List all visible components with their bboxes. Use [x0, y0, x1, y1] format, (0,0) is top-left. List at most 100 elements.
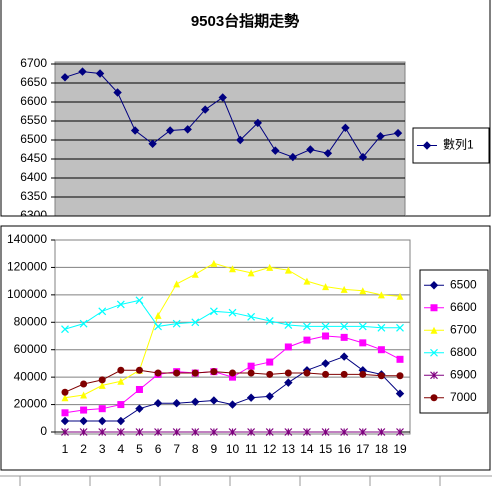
marker: [80, 406, 88, 414]
marker: [229, 373, 236, 381]
marker: [172, 428, 181, 436]
marker: [284, 343, 292, 351]
marker: [321, 322, 330, 331]
legend-label: 6500: [450, 277, 477, 291]
x-tick-label: 4: [117, 442, 124, 456]
marker: [61, 428, 69, 436]
y-tick-label: 20000: [14, 397, 48, 411]
marker: [183, 125, 192, 134]
marker: [247, 428, 256, 436]
marker: [173, 280, 181, 288]
marker: [323, 149, 333, 158]
marker: [395, 389, 405, 398]
x-tick-label: 15: [319, 442, 333, 456]
x-tick-label: 11: [245, 442, 258, 456]
marker: [60, 416, 70, 426]
marker: [284, 378, 293, 387]
marker: [303, 369, 311, 377]
y-tick-label: 6650: [20, 75, 47, 89]
marker: [79, 319, 88, 328]
marker: [303, 428, 311, 436]
marker: [209, 307, 218, 316]
marker: [79, 416, 88, 426]
marker: [340, 285, 348, 293]
marker: [266, 370, 274, 378]
marker: [396, 355, 404, 363]
x-tick-label: 16: [337, 442, 351, 456]
marker: [148, 139, 157, 149]
y-tick-label: 0: [40, 424, 47, 438]
y-tick-label: 100000: [7, 287, 47, 301]
marker: [247, 369, 255, 377]
y-tick-label: 80000: [14, 314, 48, 328]
marker: [172, 398, 181, 408]
marker: [429, 281, 439, 290]
marker: [284, 428, 293, 436]
marker: [339, 352, 349, 361]
y-tick-label: 6500: [20, 132, 47, 146]
marker: [117, 377, 125, 385]
marker: [247, 362, 255, 370]
y-tick-label: 6550: [20, 113, 47, 127]
marker: [135, 366, 143, 374]
marker: [358, 428, 367, 436]
marker: [98, 416, 107, 426]
y-tick-label: 60000: [14, 342, 48, 356]
y-tick-label: 140000: [7, 232, 47, 246]
marker: [393, 128, 403, 138]
marker: [98, 405, 106, 413]
marker: [340, 428, 349, 436]
marker: [191, 369, 199, 377]
marker: [396, 372, 404, 380]
marker: [117, 366, 125, 374]
marker: [228, 308, 237, 317]
marker: [60, 73, 70, 82]
marker: [430, 348, 438, 357]
marker: [322, 332, 330, 340]
chart-title: 9503台指期走勢: [191, 12, 299, 30]
legend-label: 6700: [450, 322, 477, 336]
marker: [377, 372, 385, 380]
marker: [95, 69, 105, 78]
marker: [306, 145, 315, 154]
marker: [303, 336, 311, 344]
x-tick-label: 9: [211, 442, 218, 456]
x-tick-label: 5: [136, 442, 143, 456]
marker: [430, 326, 438, 334]
x-tick-label: 18: [375, 442, 389, 456]
marker: [116, 300, 125, 309]
marker: [61, 325, 69, 334]
marker: [430, 371, 438, 380]
marker: [359, 370, 367, 378]
marker: [340, 370, 348, 378]
y-tick-label: 6600: [20, 94, 47, 108]
marker: [61, 409, 69, 417]
marker: [218, 93, 227, 102]
marker: [135, 404, 144, 413]
marker: [322, 283, 330, 291]
marker: [209, 396, 219, 405]
marker: [359, 287, 367, 295]
x-tick-label: 8: [192, 442, 199, 456]
marker: [191, 428, 200, 436]
x-tick-label: 14: [300, 442, 314, 456]
legend: [419, 269, 489, 414]
marker: [98, 428, 107, 436]
marker: [377, 291, 385, 299]
legend-label: 7000: [450, 390, 477, 404]
marker: [98, 381, 106, 389]
marker: [396, 292, 404, 300]
marker: [78, 67, 87, 76]
marker: [341, 123, 350, 133]
marker: [172, 319, 181, 328]
marker: [236, 135, 245, 145]
marker: [153, 398, 163, 408]
marker: [358, 322, 367, 331]
marker: [61, 388, 69, 396]
marker: [266, 263, 274, 271]
marker: [396, 323, 404, 332]
marker: [210, 368, 218, 376]
marker: [154, 369, 162, 377]
marker: [288, 152, 298, 162]
marker: [246, 393, 256, 402]
